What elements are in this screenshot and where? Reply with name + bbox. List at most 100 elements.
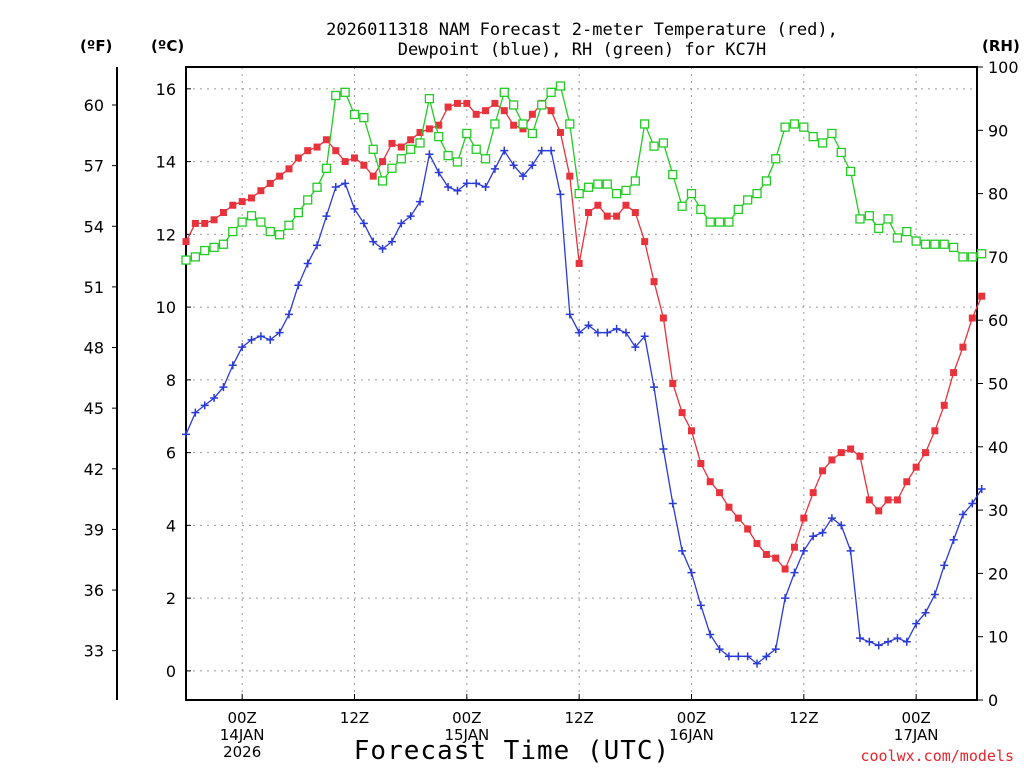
data-point — [733, 204, 743, 215]
fahrenheit-tick-label: 42 — [84, 460, 104, 479]
data-point — [724, 217, 734, 227]
data-point — [902, 637, 911, 646]
data-point — [519, 125, 527, 133]
data-point — [855, 634, 864, 643]
data-point — [285, 165, 293, 173]
data-point — [248, 194, 256, 202]
data-point — [387, 237, 396, 246]
data-point — [949, 535, 958, 544]
data-point — [716, 489, 724, 497]
data-point — [191, 408, 200, 417]
data-point — [593, 328, 602, 337]
data-point — [265, 226, 275, 237]
data-point — [499, 87, 509, 97]
data-point — [977, 485, 986, 493]
data-point — [303, 259, 312, 268]
data-point — [434, 168, 443, 177]
data-point — [734, 514, 742, 522]
fahrenheit-tick-label: 33 — [84, 642, 104, 661]
data-point — [219, 209, 227, 217]
data-point — [678, 409, 686, 417]
axes — [116, 66, 978, 701]
celsius-tick-label: 16 — [156, 80, 176, 99]
data-point — [650, 383, 659, 392]
data-point — [190, 252, 201, 262]
data-point — [744, 525, 752, 533]
data-point — [388, 139, 396, 147]
data-point — [837, 449, 845, 457]
data-point — [948, 242, 959, 253]
data-point — [555, 81, 566, 91]
data-point — [865, 496, 873, 504]
fahrenheit-tick-label: 51 — [84, 278, 104, 297]
data-point — [247, 335, 256, 344]
data-point — [453, 186, 462, 195]
data-point — [855, 214, 865, 224]
data-point — [772, 554, 780, 562]
series-line — [185, 149, 983, 665]
fahrenheit-tick-label: 54 — [84, 217, 104, 236]
data-point — [630, 176, 640, 186]
rh-tick-label: 10 — [988, 628, 1008, 647]
data-point — [387, 163, 397, 173]
data-point — [809, 532, 818, 541]
data-point — [500, 146, 509, 155]
fahrenheit-tick-label: 60 — [84, 96, 104, 115]
data-point — [377, 176, 388, 186]
data-point — [893, 634, 902, 643]
data-point — [575, 328, 584, 337]
data-point — [406, 212, 415, 221]
data-point — [977, 249, 987, 259]
data-point — [284, 220, 294, 230]
data-point — [424, 94, 435, 104]
data-point — [397, 219, 406, 228]
data-point — [443, 150, 453, 161]
data-point — [884, 637, 893, 646]
data-point — [631, 343, 640, 352]
data-point — [537, 146, 546, 155]
data-point — [884, 496, 892, 504]
data-point — [847, 445, 855, 453]
data-point — [743, 652, 752, 661]
grid-lines — [186, 67, 977, 700]
data-point — [603, 328, 612, 337]
data-point — [182, 430, 190, 439]
data-point — [705, 217, 715, 227]
rh-tick-label: 20 — [988, 564, 1008, 583]
data-point — [593, 179, 603, 189]
data-point — [940, 561, 949, 570]
data-point — [677, 201, 687, 211]
data-point — [668, 499, 677, 508]
rh-tick-label: 50 — [988, 375, 1008, 394]
data-point — [621, 185, 631, 196]
data-point — [500, 107, 508, 115]
x-axis-title: Forecast Time (UTC) — [354, 736, 670, 766]
data-point — [425, 150, 434, 159]
x-tick-label: 12Z — [564, 709, 593, 727]
rh-tick-label: 0 — [988, 691, 998, 710]
series-2-meter-temperature — [182, 99, 986, 573]
data-point — [556, 128, 564, 136]
data-point — [856, 452, 864, 460]
data-point — [968, 314, 976, 322]
data-point — [556, 190, 565, 199]
data-point — [482, 107, 490, 115]
rh-tick-label: 70 — [988, 248, 1008, 267]
data-point — [256, 217, 266, 227]
data-point — [799, 122, 809, 132]
data-point — [714, 217, 725, 227]
data-point — [425, 125, 433, 133]
data-point — [229, 201, 237, 209]
celsius-tick-label: 10 — [156, 298, 176, 317]
data-point — [659, 444, 668, 453]
data-point — [546, 87, 556, 97]
data-point — [959, 343, 967, 351]
data-point — [416, 197, 425, 206]
x-tick-label: 00Z — [452, 709, 481, 727]
data-point — [228, 361, 237, 370]
data-point — [809, 489, 817, 497]
celsius-unit-label: (ºC) — [151, 37, 184, 55]
data-point — [256, 332, 265, 341]
rh-tick-label: 30 — [988, 501, 1008, 520]
data-point — [304, 147, 312, 155]
